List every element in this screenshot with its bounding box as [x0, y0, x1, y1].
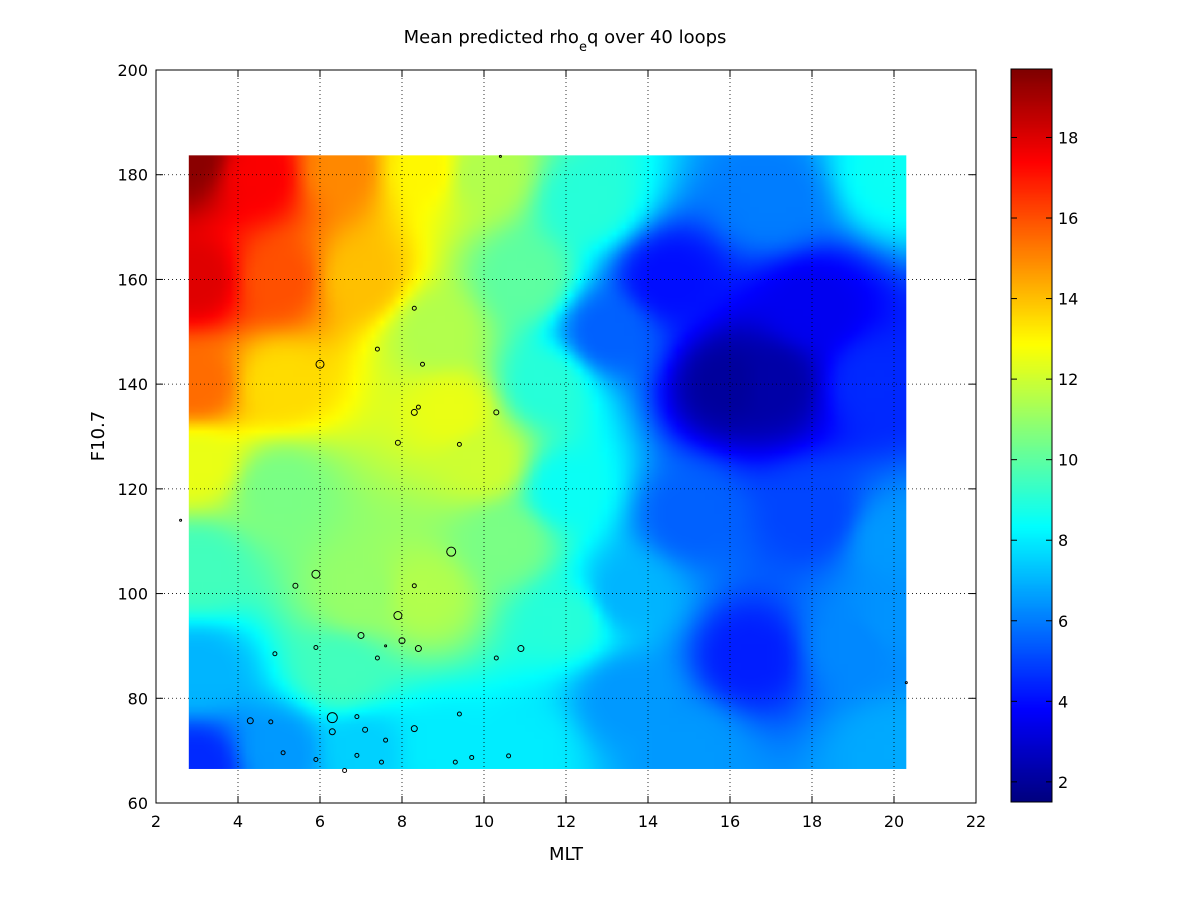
sample-marker — [362, 726, 369, 733]
colorbar-gradient — [1011, 69, 1052, 802]
sample-marker — [493, 655, 499, 661]
colorbar-tick-label: 8 — [1058, 531, 1068, 550]
sample-marker — [383, 737, 389, 743]
colorbar-tick-label: 14 — [1058, 290, 1078, 309]
colorbar-frame — [1010, 68, 1053, 803]
sample-marker — [394, 439, 401, 446]
sample-marker — [410, 408, 418, 416]
colorbar-tick-label: 2 — [1058, 773, 1068, 792]
sample-marker — [179, 518, 183, 522]
sample-marker — [292, 582, 299, 589]
sample-marker — [420, 361, 425, 367]
sample-marker — [410, 725, 418, 733]
colorbar-ticks: 2 4 6 8 10 12 14 16 18 — [1011, 128, 1078, 792]
sample-marker — [456, 711, 462, 717]
y-axis-ticks: 60 80 100 120 140 160 180 200 — [117, 61, 976, 813]
x-tick-label: 2 — [151, 812, 161, 831]
sample-marker — [374, 655, 380, 661]
x-axis-ticks: 2 4 6 8 10 12 14 16 18 20 22 — [151, 70, 986, 831]
sample-marker — [374, 346, 380, 352]
sample-marker — [506, 753, 512, 759]
grid-lines — [156, 70, 976, 803]
sample-marker — [342, 768, 348, 774]
x-tick-label: 16 — [720, 812, 740, 831]
sample-marker — [415, 404, 421, 410]
sample-marker — [384, 644, 388, 648]
y-tick-label: 200 — [117, 61, 148, 80]
sample-marker — [517, 645, 525, 653]
sample-marker — [456, 441, 462, 447]
sample-marker — [398, 637, 406, 645]
sample-marker — [326, 712, 338, 724]
sample-marker — [272, 651, 278, 657]
x-tick-label: 12 — [556, 812, 576, 831]
y-tick-label: 140 — [117, 375, 148, 394]
y-tick-label: 60 — [128, 794, 148, 813]
x-tick-label: 8 — [397, 812, 407, 831]
sample-marker — [411, 305, 417, 311]
sample-marker — [246, 717, 254, 725]
x-tick-label: 4 — [233, 812, 243, 831]
x-tick-label: 18 — [802, 812, 822, 831]
sample-marker — [493, 409, 500, 416]
x-tick-label: 6 — [315, 812, 325, 831]
sample-marker — [411, 583, 417, 589]
x-tick-label: 10 — [474, 812, 494, 831]
sample-marker — [328, 728, 336, 736]
y-axis-label: F10.7 — [88, 411, 109, 461]
sample-marker — [313, 757, 319, 763]
colorbar-tick-label: 18 — [1058, 128, 1078, 147]
sample-marker — [315, 359, 325, 369]
y-tick-label: 160 — [117, 270, 148, 289]
sample-marker — [452, 759, 458, 765]
y-tick-label: 120 — [117, 480, 148, 499]
sample-markers — [179, 154, 908, 774]
sample-marker — [311, 569, 321, 579]
heatmap-field — [188, 155, 907, 769]
colorbar-tick-label: 10 — [1058, 451, 1078, 470]
x-tick-label: 22 — [966, 812, 986, 831]
chart-title: Mean predicted rhoeq over 40 loops — [404, 27, 727, 55]
colorbar-tick-label: 16 — [1058, 209, 1078, 228]
sample-marker — [414, 645, 422, 653]
x-tick-label: 14 — [638, 812, 658, 831]
y-tick-label: 100 — [117, 585, 148, 604]
sample-marker — [379, 759, 384, 765]
y-tick-label: 180 — [117, 166, 148, 185]
sample-marker — [280, 750, 286, 756]
colorbar: 2 4 6 8 10 12 14 16 18 — [1010, 68, 1078, 803]
colorbar-tick-label: 12 — [1058, 370, 1078, 389]
sample-marker — [393, 611, 403, 621]
sample-marker — [904, 681, 908, 685]
y-tick-label: 80 — [128, 689, 148, 708]
sample-marker — [498, 154, 502, 158]
sample-marker — [354, 752, 360, 758]
sample-marker — [268, 719, 274, 725]
sample-marker — [313, 644, 319, 650]
x-tick-label: 20 — [884, 812, 904, 831]
colorbar-tick-label: 6 — [1058, 612, 1068, 631]
sample-marker — [354, 714, 360, 720]
sample-marker — [469, 754, 475, 760]
plot-area: 2 4 6 8 10 12 14 16 18 20 22 60 80 100 120 140 160 180 20… — [117, 61, 986, 831]
x-axis-label: MLT — [549, 844, 584, 865]
sample-marker — [446, 546, 457, 557]
sample-marker — [357, 631, 365, 639]
colorbar-tick-label: 4 — [1058, 692, 1068, 711]
